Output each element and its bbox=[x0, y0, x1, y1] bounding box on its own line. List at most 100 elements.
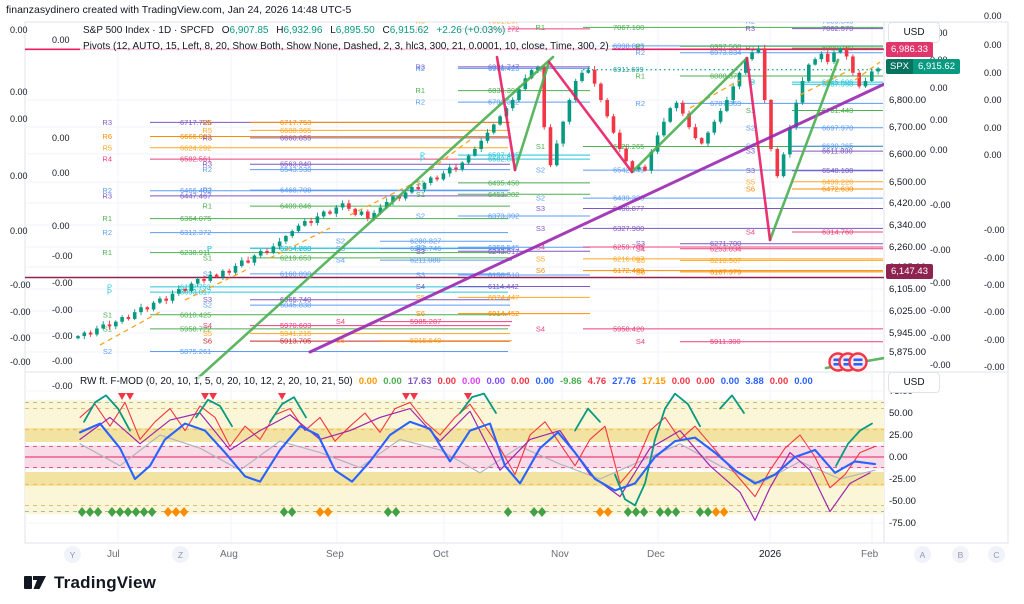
candle-body bbox=[214, 274, 219, 277]
candle-body bbox=[202, 278, 206, 281]
candle-body bbox=[813, 59, 817, 65]
candle-body bbox=[208, 274, 213, 281]
pivot-label: S5 bbox=[416, 293, 425, 302]
time-axis-button-b[interactable]: B bbox=[952, 546, 969, 563]
close-label: C bbox=[382, 25, 390, 36]
emoji-detail bbox=[833, 363, 843, 366]
candle-body bbox=[82, 332, 87, 337]
candle-body bbox=[510, 100, 515, 109]
attribution-text: finanzasydinero created with TradingView… bbox=[6, 4, 352, 16]
pivot-value: 6990.780 bbox=[822, 44, 853, 53]
pivot-value: 6409.846 bbox=[280, 202, 311, 211]
pink-zigzag-line bbox=[495, 55, 517, 172]
pivot-value: 7062.570 bbox=[822, 24, 853, 33]
candle-body bbox=[328, 211, 332, 214]
candle-body bbox=[429, 177, 433, 183]
pivot-value: 6327.980 bbox=[613, 224, 644, 233]
time-axis-button-c[interactable]: C bbox=[988, 546, 1005, 563]
pivot-value: 6172.489 bbox=[613, 266, 644, 275]
pivot-label: S3 bbox=[416, 271, 425, 280]
candle-body bbox=[158, 298, 162, 303]
time-axis-label[interactable]: Oct bbox=[433, 549, 449, 560]
candle-body bbox=[611, 116, 616, 133]
time-axis-label[interactable]: Aug bbox=[220, 549, 238, 560]
time-axis-label[interactable]: Sep bbox=[326, 549, 344, 560]
oscillator-value: 0.00 bbox=[511, 376, 530, 387]
candle-body bbox=[655, 135, 660, 152]
symbol-title: S&P 500 Index · 1D · SPCFD bbox=[83, 25, 214, 36]
candle-body bbox=[303, 221, 307, 226]
candle-body bbox=[164, 298, 168, 301]
indicator-zero-label: -0.00 bbox=[52, 381, 73, 391]
emoji-sticker-cluster[interactable] bbox=[828, 352, 868, 372]
candle-body bbox=[340, 203, 345, 208]
sell-signal-triangle bbox=[201, 393, 209, 400]
open-label: O bbox=[221, 25, 230, 36]
symbol-legend[interactable]: S&P 500 Index · 1D · SPCFD O6,907.85 H6,… bbox=[80, 25, 509, 36]
time-axis-button-z[interactable]: Z bbox=[172, 546, 189, 563]
pivot-value: 6156.510 bbox=[488, 271, 519, 280]
pivot-label: R2 bbox=[202, 165, 212, 174]
candle-body bbox=[422, 182, 427, 190]
candle-body bbox=[636, 166, 641, 170]
indicator-zero-label: -0.00 bbox=[930, 333, 951, 343]
low-label: L bbox=[330, 25, 336, 36]
pivot-label: R6 bbox=[202, 118, 212, 127]
pivot-value: 6167.979 bbox=[710, 267, 741, 276]
time-axis-button-y[interactable]: Y bbox=[64, 546, 81, 563]
pivot-label: S5 bbox=[536, 254, 545, 263]
pivot-value: 6074.447 bbox=[488, 293, 519, 302]
pivot-label: S4 bbox=[416, 282, 425, 291]
candle-body bbox=[265, 250, 269, 253]
candle-body bbox=[183, 289, 187, 291]
indicator-zero-label: -0.00 bbox=[984, 362, 1005, 372]
green-diamond-marker bbox=[115, 507, 125, 517]
green-diamond-marker bbox=[383, 507, 393, 517]
currency-button-main[interactable]: USD bbox=[888, 22, 940, 43]
currency-button-oscillator[interactable]: USD bbox=[888, 372, 940, 393]
time-axis-label[interactable]: 2026 bbox=[759, 549, 782, 560]
time-axis-label[interactable]: Dec bbox=[647, 549, 665, 560]
candle-body bbox=[221, 270, 225, 277]
candle-body bbox=[258, 250, 263, 256]
time-axis-label[interactable]: Jul bbox=[107, 549, 120, 560]
pivot-label: S4 bbox=[203, 321, 212, 330]
oscillator-legend[interactable]: RW ft. F-MOD (0, 20, 10, 1, 5, 0, 20, 10… bbox=[80, 376, 813, 387]
candle-body bbox=[781, 154, 786, 177]
pivot-label: P bbox=[207, 244, 212, 253]
time-axis-label[interactable]: Feb bbox=[861, 549, 879, 560]
pivot-value: 6364.075 bbox=[180, 214, 211, 223]
candle-body bbox=[403, 192, 408, 199]
time-axis-label[interactable]: Nov bbox=[551, 549, 569, 560]
candle-body bbox=[88, 332, 93, 335]
oscillator-value: -9.86 bbox=[560, 376, 582, 387]
pivot-label: S3 bbox=[536, 224, 545, 233]
candle-body bbox=[769, 100, 773, 149]
pivot-label: R3 bbox=[635, 11, 645, 20]
candle-body bbox=[706, 132, 710, 144]
pivots-indicator-legend[interactable]: Pivots (12, AUTO, 15, Left, 8, 20, Show … bbox=[80, 41, 612, 52]
price-badge: 6,986.33 bbox=[886, 42, 933, 57]
candle-body bbox=[126, 317, 131, 319]
pivot-value: 6997.500 bbox=[710, 42, 741, 51]
tradingview-logo[interactable]: TradingView bbox=[24, 572, 156, 593]
candle-body bbox=[863, 80, 868, 87]
candle-body bbox=[693, 127, 698, 139]
sell-signal-triangle bbox=[126, 393, 134, 400]
oscillator-pane[interactable] bbox=[25, 392, 884, 521]
candle-body bbox=[649, 151, 654, 171]
pivot-value: 6660.855 bbox=[280, 133, 311, 142]
candle-body bbox=[378, 207, 383, 213]
candle-body bbox=[794, 102, 798, 128]
oscillator-value: 0.00 bbox=[437, 376, 457, 387]
pivot-label: S4 bbox=[336, 317, 345, 326]
green-diamond-marker bbox=[703, 507, 713, 517]
candle-body bbox=[151, 302, 156, 310]
pivot-value: 5941.215 bbox=[280, 329, 311, 338]
time-axis-button-a[interactable]: A bbox=[914, 546, 931, 563]
candle-body bbox=[674, 102, 679, 109]
indicator-zero-label: -0.00 bbox=[930, 305, 951, 315]
candle-body bbox=[170, 293, 175, 301]
